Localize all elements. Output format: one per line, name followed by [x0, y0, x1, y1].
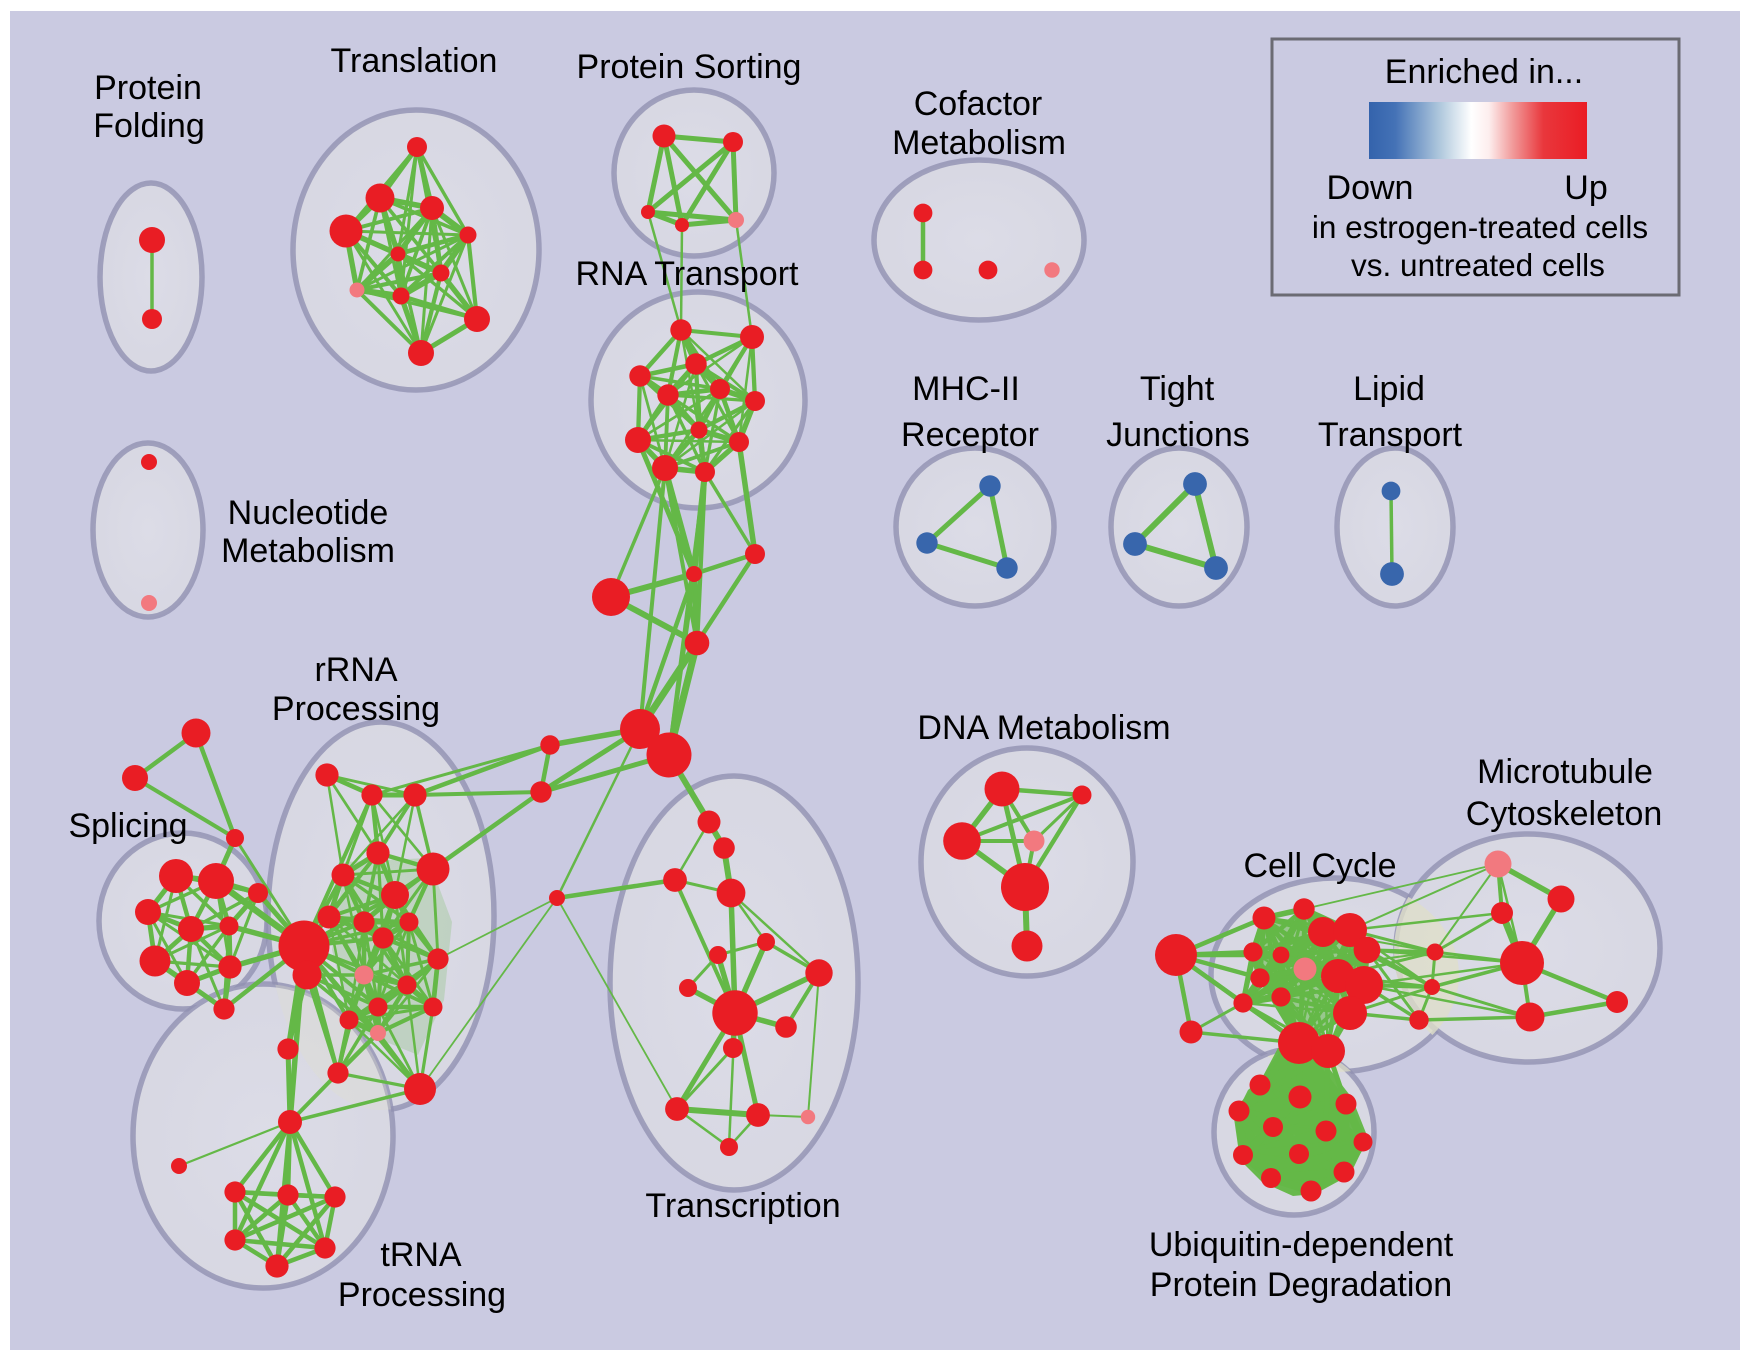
svg-text:vs. untreated cells: vs. untreated cells: [1351, 247, 1605, 283]
svg-text:Folding: Folding: [93, 107, 205, 145]
svg-text:tRNA: tRNA: [380, 1236, 462, 1274]
svg-text:Translation: Translation: [331, 42, 498, 80]
svg-text:Junctions: Junctions: [1106, 416, 1250, 454]
svg-text:Protein: Protein: [94, 69, 202, 107]
svg-text:Ubiquitin-dependent: Ubiquitin-dependent: [1149, 1226, 1454, 1264]
svg-text:Cell Cycle: Cell Cycle: [1243, 847, 1396, 885]
svg-text:Nucleotide: Nucleotide: [228, 494, 389, 532]
svg-text:Protein Sorting: Protein Sorting: [577, 48, 802, 86]
svg-text:Splicing: Splicing: [68, 807, 187, 845]
svg-text:Transport: Transport: [1318, 416, 1463, 454]
svg-text:MHC-II: MHC-II: [912, 370, 1020, 408]
svg-text:Processing: Processing: [338, 1276, 506, 1314]
svg-text:Microtubule: Microtubule: [1477, 753, 1653, 791]
svg-text:DNA Metabolism: DNA Metabolism: [917, 709, 1170, 747]
svg-text:Cytoskeleton: Cytoskeleton: [1466, 795, 1663, 833]
svg-text:Receptor: Receptor: [901, 416, 1039, 454]
svg-text:Processing: Processing: [272, 690, 440, 728]
svg-text:Enriched in...: Enriched in...: [1385, 53, 1583, 91]
svg-text:Metabolism: Metabolism: [892, 124, 1066, 162]
svg-text:rRNA: rRNA: [314, 651, 397, 689]
svg-text:RNA Transport: RNA Transport: [576, 255, 800, 293]
svg-text:Up: Up: [1564, 169, 1607, 207]
svg-text:Lipid: Lipid: [1353, 370, 1425, 408]
svg-text:Tight: Tight: [1140, 370, 1215, 408]
svg-text:Down: Down: [1327, 169, 1414, 207]
svg-text:Metabolism: Metabolism: [221, 532, 395, 570]
svg-text:Cofactor: Cofactor: [914, 85, 1043, 123]
svg-text:Protein Degradation: Protein Degradation: [1150, 1266, 1452, 1304]
svg-text:Transcription: Transcription: [645, 1187, 840, 1225]
svg-text:in estrogen-treated cells: in estrogen-treated cells: [1312, 209, 1648, 245]
